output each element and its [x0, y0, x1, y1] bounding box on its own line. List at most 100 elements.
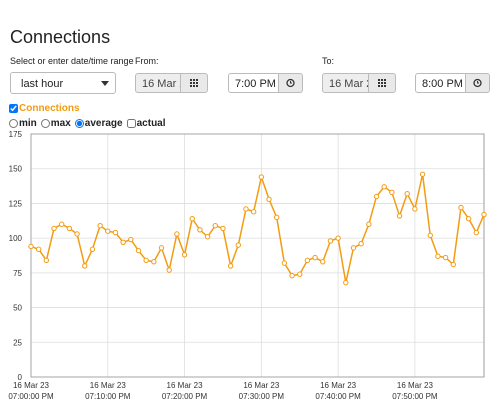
- y-tick-label: 175: [9, 130, 23, 139]
- data-point: [28, 243, 34, 250]
- aggregation-radio[interactable]: [9, 119, 18, 128]
- to-calendar-button[interactable]: [368, 73, 396, 93]
- calendar-icon: [378, 79, 386, 87]
- series-checkbox[interactable]: [9, 104, 18, 113]
- preset-select[interactable]: last hour: [10, 72, 116, 94]
- y-tick-label: 50: [13, 304, 22, 313]
- clock-icon: [473, 78, 482, 88]
- data-point: [59, 221, 65, 227]
- data-point: [419, 171, 426, 177]
- from-label: From:: [135, 56, 159, 66]
- data-point: [143, 257, 149, 264]
- data-point: [335, 235, 341, 241]
- data-point: [51, 225, 57, 232]
- actual-option[interactable]: actual: [126, 118, 166, 129]
- data-point: [97, 222, 103, 229]
- data-point: [120, 239, 126, 246]
- data-point: [404, 191, 410, 197]
- preset-value: last hour: [21, 78, 64, 90]
- data-point: [381, 184, 387, 190]
- data-point: [158, 245, 165, 251]
- data-point: [151, 259, 157, 265]
- data-point: [343, 279, 349, 286]
- aggregation-label: average: [84, 118, 123, 129]
- y-tick-label: 125: [9, 199, 23, 208]
- range-label: Select or enter date/time range: [10, 56, 134, 66]
- data-point: [297, 271, 303, 277]
- to-time[interactable]: 8:00 PM: [415, 73, 466, 93]
- data-point: [389, 189, 395, 196]
- x-tick-label-line: 07:50:00 PM: [392, 392, 438, 401]
- data-point: [320, 259, 326, 265]
- data-point: [212, 222, 218, 229]
- dropdown-arrow: [101, 81, 109, 86]
- data-point: [89, 246, 96, 252]
- x-tick-label-line: 16 Mar 23: [167, 381, 204, 390]
- x-tick-label-line: 16 Mar 23: [397, 381, 434, 390]
- data-point: [220, 225, 226, 232]
- y-tick-label: 75: [13, 269, 22, 278]
- x-tick-label-line: 16 Mar 23: [90, 381, 127, 390]
- data-point: [105, 228, 111, 234]
- data-point: [358, 240, 364, 247]
- x-tick-label-line: 07:20:00 PM: [162, 392, 208, 401]
- aggregation-label: min: [19, 118, 37, 129]
- data-point: [43, 257, 50, 264]
- to-date[interactable]: 16 Mar 2: [322, 73, 369, 93]
- aggregation-options: min max average actual: [9, 115, 170, 133]
- from-clock-button[interactable]: [278, 73, 303, 93]
- aggregation-option[interactable]: max: [40, 118, 71, 129]
- from-time[interactable]: 7:00 PM: [228, 73, 279, 93]
- data-point: [204, 234, 211, 240]
- to-label: To:: [322, 56, 335, 66]
- data-point: [135, 247, 142, 254]
- aggregation-option[interactable]: average: [74, 118, 123, 129]
- data-point: [235, 242, 242, 248]
- series-toggle-row: Connections: [9, 100, 84, 118]
- aggregation-radio[interactable]: [40, 119, 50, 128]
- x-tick-label: 16 Mar 23 07:00:00 PM: [8, 381, 54, 401]
- from-calendar-button[interactable]: [180, 73, 208, 93]
- x-tick-label-line: 07:10:00 PM: [85, 392, 131, 401]
- data-point: [273, 214, 280, 221]
- x-tick-label: 16 Mar 23 07:20:00 PM: [162, 381, 208, 401]
- x-tick-label: 16 Mar 23 07:10:00 PM: [85, 381, 131, 401]
- data-point: [350, 245, 357, 251]
- x-tick-label: 16 Mar 23 07:50:00 PM: [392, 381, 438, 401]
- x-tick-label-line: 07:00:00 PM: [8, 392, 54, 401]
- data-point: [481, 211, 487, 218]
- data-point: [227, 263, 234, 269]
- x-tick-label: 16 Mar 23 07:30:00 PM: [239, 381, 285, 401]
- data-point: [266, 196, 272, 202]
- x-tick-label-line: 16 Mar 23: [13, 381, 50, 390]
- calendar-icon: [190, 79, 198, 87]
- data-point: [82, 263, 88, 269]
- x-tick-label-line: 07:30:00 PM: [239, 392, 285, 401]
- data-point: [243, 206, 249, 212]
- data-point: [304, 257, 311, 264]
- data-point: [74, 231, 80, 237]
- aggregation-radio[interactable]: [74, 119, 84, 128]
- data-point: [128, 236, 134, 243]
- y-tick-label: 150: [9, 165, 23, 174]
- data-point: [258, 174, 265, 180]
- data-point: [250, 209, 257, 215]
- y-tick-label: 0: [18, 373, 23, 382]
- data-point: [35, 246, 42, 252]
- x-tick-label-line: 16 Mar 23: [320, 381, 357, 390]
- data-point: [189, 216, 195, 222]
- data-point: [66, 225, 73, 232]
- data-point: [465, 216, 472, 222]
- data-point: [281, 260, 288, 266]
- data-point: [412, 206, 418, 212]
- series-toggle[interactable]: Connections: [9, 103, 80, 114]
- from-date[interactable]: 16 Mar 2: [135, 73, 181, 93]
- aggregation-option[interactable]: min: [9, 118, 37, 129]
- to-clock-button[interactable]: [465, 73, 490, 93]
- clock-icon: [286, 78, 295, 88]
- plot-area: [30, 133, 485, 378]
- actual-checkbox[interactable]: [126, 119, 136, 128]
- data-point: [473, 229, 480, 236]
